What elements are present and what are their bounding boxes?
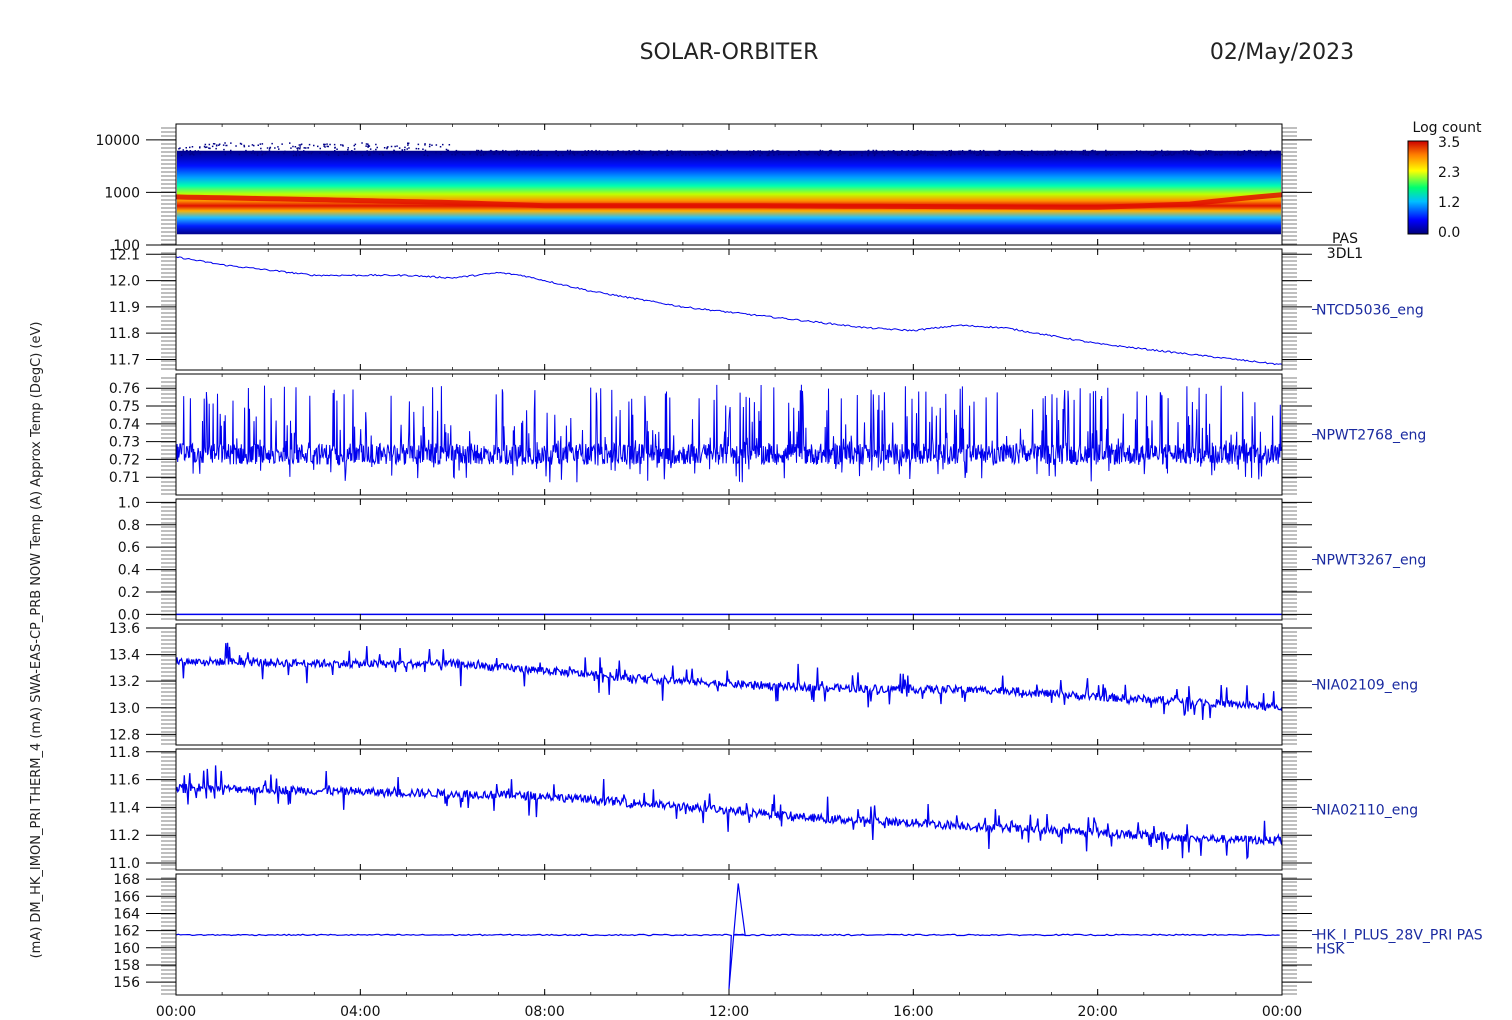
- panel-label: HSK: [1316, 942, 1345, 958]
- y-tick-label: 164: [113, 906, 140, 922]
- y-tick-label: 158: [113, 958, 140, 974]
- y-tick-label: 0.8: [118, 518, 140, 534]
- y-tick-label: 168: [113, 872, 140, 888]
- y-minor-ticks: [161, 252, 1297, 370]
- y-tick-label: 0.0: [118, 607, 140, 623]
- peak-energy-ridge: [175, 192, 1283, 210]
- panel-label: 3DL1: [1327, 246, 1363, 262]
- temperature-trace: [175, 256, 1283, 366]
- y-tick-label: 12.1: [109, 247, 140, 263]
- x-minor-ticks: [175, 249, 1283, 370]
- y-tick-label: 13.4: [109, 648, 140, 664]
- y-tick-label: 100: [113, 238, 140, 254]
- colorbar-tick-label: 0.0: [1438, 225, 1460, 241]
- panel-frame: [175, 248, 1283, 371]
- panel-frame: [175, 498, 1283, 621]
- x-tick-label: 00:00: [156, 1004, 196, 1020]
- y-tick-label: 11.2: [109, 828, 140, 844]
- y-minor-ticks: [161, 502, 1297, 620]
- colorbar: Log count 3.5 2.3 1.2 0.0: [1407, 120, 1482, 241]
- panel-frame: [175, 623, 1283, 746]
- y-minor-ticks: [161, 752, 1297, 870]
- mission-title: SOLAR-ORBITER: [640, 40, 819, 65]
- y-tick-label: 0.73: [109, 435, 140, 451]
- x-axis-labels: 00:00 04:00 08:00 12:00 16:00 20:00 00:00: [156, 1004, 1302, 1020]
- x-tick-label: 00:00: [1262, 1004, 1302, 1020]
- panel-4: 0.0 0.2 0.4 0.6 0.8 1.0 NPWT3267_eng: [118, 495, 1427, 623]
- y-minor-ticks: [161, 877, 1297, 995]
- y-tick-label: 0.74: [109, 417, 140, 433]
- panel-2: 11.7 11.8 11.9 12.0 12.1 NTCD5036_eng: [109, 247, 1424, 371]
- y-tick-label: 0.6: [118, 540, 140, 556]
- y-minor-ticks: [161, 627, 1297, 745]
- panel-label: NIA02109_eng: [1316, 678, 1418, 694]
- y-minor-ticks: [161, 377, 1297, 495]
- y-minor-ticks: [161, 127, 1297, 245]
- x-tick-label: 08:00: [524, 1004, 564, 1020]
- y-tick-label: 11.0: [109, 856, 140, 872]
- y-tick-label: 0.71: [109, 470, 140, 486]
- y-tick-label: 1.0: [118, 495, 140, 511]
- panel-label: NPWT2768_eng: [1316, 428, 1426, 444]
- current-trace: [175, 765, 1283, 860]
- x-tick-label: 12:00: [709, 1004, 749, 1020]
- colorbar-scale: [1407, 140, 1429, 235]
- current-trace: [175, 642, 1283, 720]
- y-tick-label: 162: [113, 924, 140, 940]
- x-minor-ticks: [175, 749, 1283, 870]
- y-tick-label: 12.0: [109, 274, 140, 290]
- y-tick-label: 11.9: [109, 300, 140, 316]
- y-tick-label: 11.7: [109, 352, 140, 368]
- overlapping-y-axis-labels: (mA) DM_HK_IMON_PRI THERM_4 (mA) SWA-EAS…: [29, 322, 44, 959]
- spectrogram-band: [177, 150, 1281, 235]
- y-tick-label: 11.8: [109, 326, 140, 342]
- panel-label: NIA02110_eng: [1316, 803, 1418, 819]
- y-tick-label: 11.4: [109, 800, 140, 816]
- colorbar-tick-label: 2.3: [1438, 165, 1460, 181]
- y-tick-label: 0.4: [118, 563, 140, 579]
- y-tick-label: 13.0: [109, 701, 140, 717]
- y-tick-label: 0.76: [109, 381, 140, 397]
- date-label: 02/May/2023: [1210, 40, 1354, 65]
- y-tick-label: 11.8: [109, 745, 140, 761]
- panel-label: HK_I_PLUS_28V_PRI PAS: [1316, 928, 1483, 944]
- y-tick-label: 156: [113, 975, 140, 991]
- spectrogram-speckles: [178, 142, 1283, 157]
- colorbar-tick-label: 1.2: [1438, 195, 1460, 211]
- x-tick-label: 16:00: [893, 1004, 933, 1020]
- y-tick-label: 0.72: [109, 452, 140, 468]
- panel-5: 12.8 13.0 13.2 13.4 13.6 NIA02109_eng: [109, 621, 1418, 746]
- y-tick-label: 1000: [104, 185, 140, 201]
- noise-trace: [175, 384, 1282, 483]
- panel-label: NTCD5036_eng: [1316, 303, 1424, 319]
- y-tick-label: 0.2: [118, 585, 140, 601]
- y-tick-label: 13.6: [109, 621, 140, 637]
- x-minor-ticks: [175, 124, 1283, 245]
- panel-6: 11.0 11.2 11.4 11.6 11.8 NIA02110_eng: [109, 745, 1418, 872]
- y-tick-label: 10000: [95, 133, 140, 149]
- panel-3: 0.71 0.720.73 0.74 0.75 0.76 NPWT2768_eng: [109, 373, 1426, 496]
- panel-label: NPWT3267_eng: [1316, 553, 1426, 569]
- x-tick-label: 20:00: [1077, 1004, 1117, 1020]
- panel-label: PAS: [1332, 231, 1358, 247]
- y-tick-label: 160: [113, 941, 140, 957]
- x-minor-ticks: [175, 874, 1283, 995]
- colorbar-title: Log count: [1413, 120, 1482, 136]
- y-tick-label: 166: [113, 889, 140, 905]
- y-tick-label: 11.6: [109, 773, 140, 789]
- colorbar-ticks: 3.5 2.3 1.2 0.0: [1438, 135, 1460, 241]
- x-minor-ticks: [175, 374, 1283, 495]
- y-tick-label: 0.75: [109, 399, 140, 415]
- x-tick-label: 04:00: [340, 1004, 380, 1020]
- pas-current-trace: [175, 883, 1280, 990]
- y-tick-label: 13.2: [109, 674, 140, 690]
- colorbar-tick-label: 3.5: [1438, 135, 1460, 151]
- x-minor-ticks: [175, 624, 1283, 745]
- y-tick-label: 12.8: [109, 727, 140, 743]
- x-minor-ticks: [175, 499, 1283, 620]
